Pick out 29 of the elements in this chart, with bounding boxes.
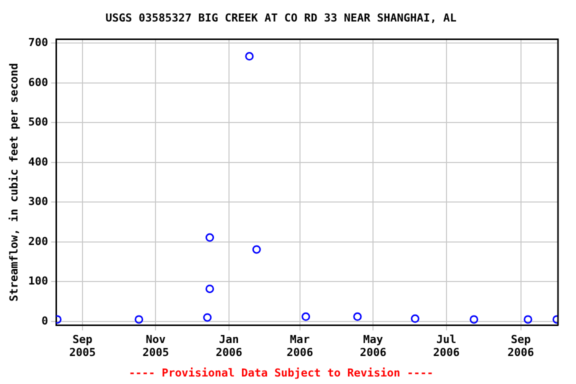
point: [245, 52, 254, 61]
y-tick-label: 300: [28, 195, 48, 208]
point: [203, 313, 212, 322]
y-tick-label: 200: [28, 234, 48, 248]
point: [353, 312, 362, 321]
y-tick-label: 400: [28, 155, 48, 168]
point: [134, 315, 144, 324]
y-tick-label: 0: [41, 314, 48, 328]
x-tick-label: Jan 2006: [216, 332, 243, 360]
text: ---- Provisional Data Subject to Revision ----: [128, 366, 434, 380]
point: [410, 314, 420, 323]
y-tick-label: 100: [28, 274, 48, 288]
point: [524, 315, 532, 324]
x-tick-label: May 2006: [360, 332, 387, 360]
point: [252, 245, 261, 254]
y-tick-label: 700: [28, 36, 48, 50]
point: [206, 233, 214, 242]
x-tick-label: Sep 2005: [69, 332, 96, 360]
point: [206, 284, 214, 294]
y-tick-label: 600: [28, 76, 48, 89]
x-tick-label: Mar 2006: [286, 332, 314, 360]
x-tick-label: Sep 2006: [508, 332, 534, 360]
x-tick-label: Jul 2006: [433, 332, 460, 360]
point: [470, 315, 478, 324]
y-tick-label: 500: [28, 116, 48, 129]
point: [302, 312, 310, 321]
x-tick-label: Nov 2005: [142, 332, 169, 360]
chart-title: USGS 03585327 BIG CREEK AT CO RD 33 NEAR SHANGHAI, AL: [106, 11, 457, 24]
y-axis-title: Streamflow, in cubic feet per second: [7, 63, 20, 302]
